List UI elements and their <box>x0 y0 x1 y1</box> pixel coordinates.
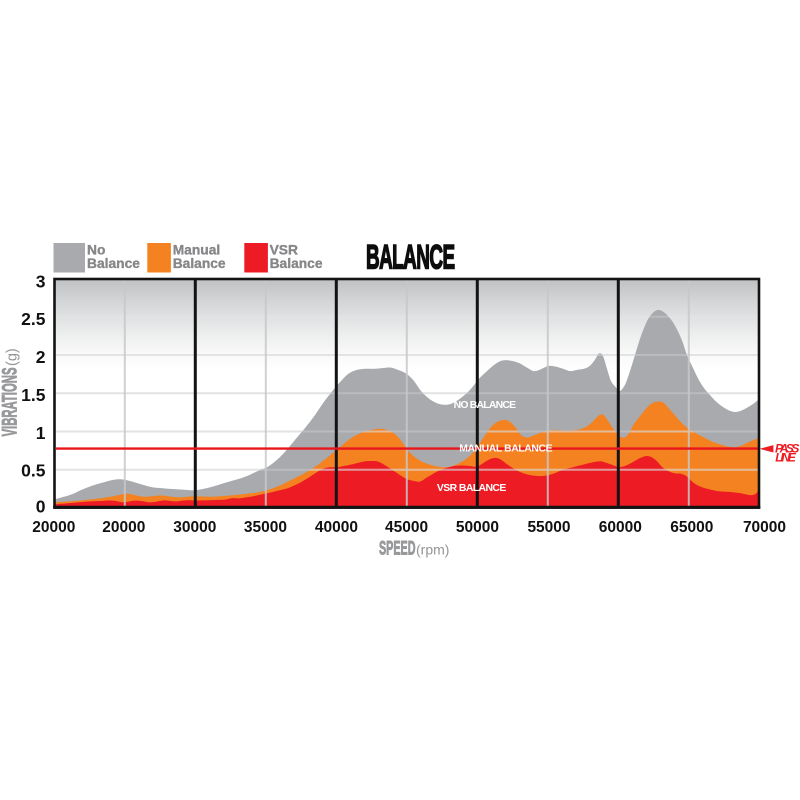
svg-text:65000: 65000 <box>670 519 713 536</box>
svg-text:45000: 45000 <box>385 519 428 536</box>
svg-text:VIBRATIONS: VIBRATIONS <box>0 368 22 437</box>
svg-text:No: No <box>87 243 105 258</box>
svg-text:40000: 40000 <box>315 519 358 536</box>
svg-text:LINE: LINE <box>775 451 796 465</box>
svg-text:30000: 30000 <box>173 519 216 536</box>
svg-text:35000: 35000 <box>244 519 287 536</box>
svg-text:20000: 20000 <box>32 519 75 536</box>
svg-text:2: 2 <box>36 347 46 367</box>
svg-text:SPEED: SPEED <box>379 538 416 560</box>
svg-text:50000: 50000 <box>456 519 499 536</box>
svg-text:Manual: Manual <box>173 243 221 258</box>
svg-text:Balance: Balance <box>270 256 323 271</box>
svg-text:VSR BALANCE: VSR BALANCE <box>437 483 506 494</box>
svg-text:(rpm): (rpm) <box>416 542 449 558</box>
svg-text:60000: 60000 <box>599 519 642 536</box>
svg-text:0: 0 <box>36 497 46 517</box>
svg-text:1: 1 <box>36 423 46 443</box>
svg-text:(g): (g) <box>5 348 21 366</box>
svg-text:1.5: 1.5 <box>21 385 46 405</box>
svg-text:Balance: Balance <box>173 256 226 271</box>
svg-text:70000: 70000 <box>743 519 786 536</box>
svg-text:VSR: VSR <box>270 243 298 258</box>
svg-text:Balance: Balance <box>87 256 140 271</box>
svg-text:PASS: PASS <box>775 441 799 455</box>
svg-text:2.5: 2.5 <box>21 309 46 329</box>
svg-text:55000: 55000 <box>527 519 570 536</box>
svg-text:0.5: 0.5 <box>21 461 46 481</box>
svg-text:3: 3 <box>36 272 46 292</box>
svg-text:20000: 20000 <box>102 519 145 536</box>
svg-text:NO BALANCE: NO BALANCE <box>454 400 517 411</box>
svg-text:MANUAL BALANCE: MANUAL BALANCE <box>459 443 552 454</box>
svg-text:BALANCE: BALANCE <box>366 239 455 277</box>
